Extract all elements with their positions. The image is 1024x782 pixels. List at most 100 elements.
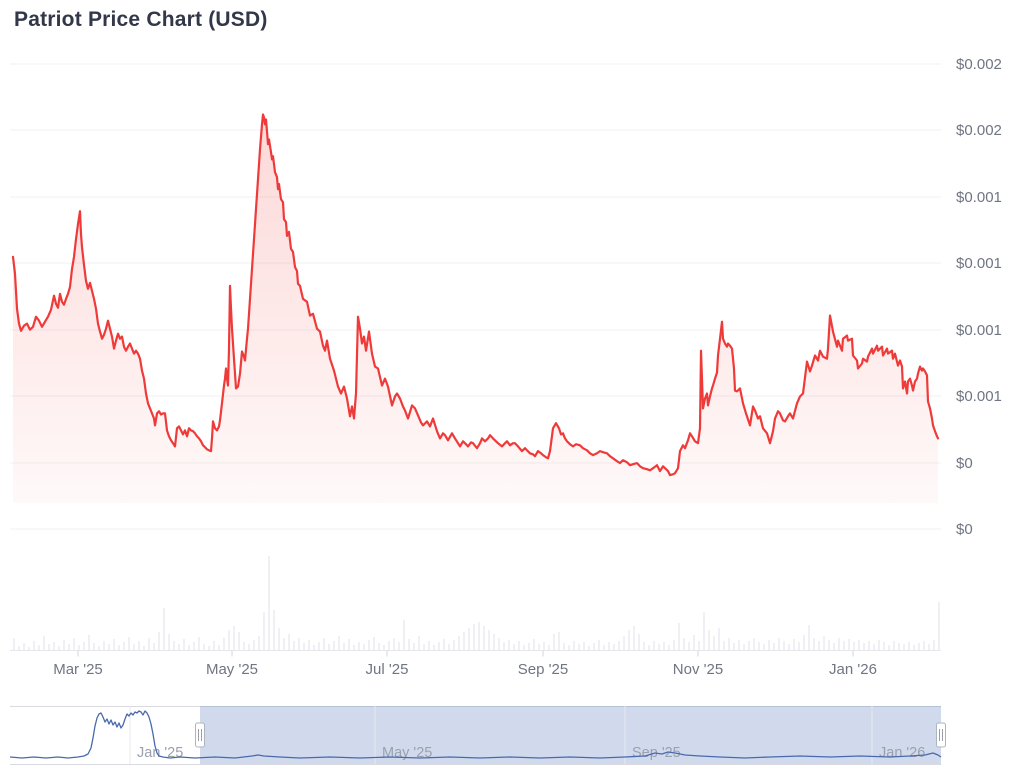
- volume-bar: [918, 643, 920, 650]
- volume-bar: [453, 640, 455, 650]
- x-axis-label: Jan '26: [829, 661, 877, 678]
- volume-bar: [233, 626, 235, 650]
- chart-title: Patriot Price Chart (USD): [14, 8, 268, 31]
- volume-bar: [478, 622, 480, 650]
- volume-bar: [103, 641, 105, 650]
- volume-bar: [738, 640, 740, 650]
- volume-bar: [693, 635, 695, 650]
- volume-bar: [428, 641, 430, 650]
- navigator[interactable]: Jan '25 May '25 Sep '25 Jan '26: [9, 706, 946, 765]
- volume-bar: [153, 643, 155, 650]
- volume-bar: [573, 641, 575, 650]
- volume-bar: [318, 642, 320, 650]
- volume-bar: [688, 642, 690, 650]
- navigator-right-handle[interactable]: [936, 722, 946, 748]
- volume-bar: [743, 644, 745, 650]
- volume-bar: [423, 644, 425, 650]
- volume-bar: [883, 642, 885, 650]
- y-axis-label: $0: [956, 455, 973, 472]
- x-axis-label: Jul '25: [366, 661, 409, 678]
- volume-bar: [788, 644, 790, 650]
- volume-bar: [143, 646, 145, 650]
- volume-bar: [28, 647, 30, 650]
- volume-bar: [603, 645, 605, 650]
- volume-bar: [108, 644, 110, 650]
- volume-bar: [888, 645, 890, 650]
- volume-bar: [158, 632, 160, 650]
- navigator-axis-label: Jan '26: [879, 745, 925, 761]
- volume-bar: [333, 641, 335, 650]
- handle-box[interactable]: [195, 722, 205, 748]
- volume-bar: [278, 628, 280, 650]
- navigator-left-handle[interactable]: [195, 722, 205, 748]
- volume-bar: [793, 639, 795, 650]
- handle-box[interactable]: [936, 722, 946, 748]
- volume-bar: [718, 628, 720, 650]
- volume-bar: [818, 641, 820, 650]
- volume-bar: [128, 637, 130, 650]
- volume-bar: [498, 638, 500, 650]
- volume-bar: [463, 632, 465, 650]
- volume-bar: [513, 644, 515, 650]
- volume-bar: [658, 644, 660, 650]
- volume-bar: [598, 640, 600, 650]
- volume-bar: [338, 636, 340, 650]
- volume-bar: [398, 642, 400, 650]
- volume-bar: [813, 638, 815, 650]
- y-axis-label: $0.002: [956, 122, 1002, 139]
- volume-bar: [543, 642, 545, 650]
- volume-bar: [208, 646, 210, 650]
- volume-bar: [803, 635, 805, 650]
- volume-bar: [703, 612, 705, 650]
- x-axis-ticks: [77, 650, 854, 657]
- volume-bar: [673, 640, 675, 650]
- volume-bar: [243, 642, 245, 650]
- volume-bar: [43, 636, 45, 650]
- volume-bar: [83, 642, 85, 650]
- volume-bar: [863, 643, 865, 650]
- volume-bar: [618, 641, 620, 650]
- volume-bar: [93, 643, 95, 650]
- volume-bar: [448, 644, 450, 650]
- volume-bar: [188, 645, 190, 650]
- volume-bar: [733, 643, 735, 650]
- volume-bar: [558, 632, 560, 650]
- volume-bar: [608, 642, 610, 650]
- volume-bar: [548, 645, 550, 650]
- y-axis-label: $0.001: [956, 388, 1002, 405]
- volume-bar: [378, 643, 380, 650]
- volume-bar: [893, 641, 895, 650]
- volume-bar: [838, 638, 840, 650]
- volume-bar: [753, 638, 755, 650]
- volume-bar: [63, 640, 65, 650]
- volume-bar: [903, 644, 905, 650]
- volume-bar: [308, 640, 310, 650]
- volume-bar: [403, 620, 405, 650]
- volume-bar: [73, 638, 75, 650]
- volume-bar: [113, 639, 115, 650]
- navigator-series-line: [9, 710, 942, 759]
- volume-bar: [613, 644, 615, 650]
- volume-bar: [593, 643, 595, 650]
- volume-bar: [758, 642, 760, 650]
- volume-bar: [133, 644, 135, 650]
- volume-bar: [253, 640, 255, 650]
- volume-bar: [833, 643, 835, 650]
- volume-bar: [438, 642, 440, 650]
- volume-bar: [698, 641, 700, 650]
- volume-bar: [118, 645, 120, 650]
- volume-bar: [588, 646, 590, 650]
- volume-bar: [858, 640, 860, 650]
- volume-bars: [13, 556, 940, 650]
- volume-bar: [628, 630, 630, 650]
- volume-bar: [38, 645, 40, 650]
- volume-bar: [643, 642, 645, 650]
- y-axis-labels: $0.002 $0.002 $0.001 $0.001 $0.001 $0.001 $0 $0: [956, 56, 1002, 538]
- volume-bar: [923, 641, 925, 650]
- volume-bar: [238, 632, 240, 650]
- volume-bar: [313, 645, 315, 650]
- volume-bar: [938, 602, 940, 650]
- navigator-selected-range[interactable]: [200, 706, 941, 764]
- volume-bar: [488, 630, 490, 650]
